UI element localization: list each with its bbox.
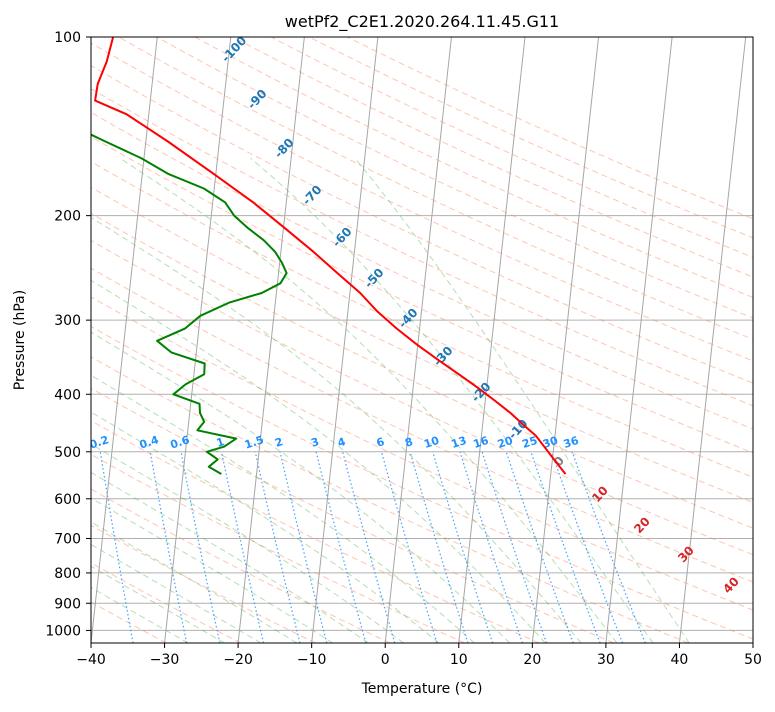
isotherm-label: 30 <box>675 543 697 565</box>
dry-adiabat <box>119 37 775 643</box>
y-tick-label: 400 <box>54 387 81 403</box>
moist-adiabat <box>0 158 545 643</box>
isotherm-label: 20 <box>631 514 653 536</box>
isotherm <box>753 37 775 643</box>
isotherm <box>312 37 378 643</box>
isotherm-label: -100 <box>219 34 250 66</box>
y-tick-label: 100 <box>54 30 81 46</box>
mixing-ratio-label: 30 <box>541 434 560 451</box>
moist-adiabat <box>0 158 261 643</box>
x-tick-label: 10 <box>450 652 468 668</box>
x-tick-label: 20 <box>523 652 541 668</box>
x-tick-label: −20 <box>223 652 253 668</box>
x-tick-label: −10 <box>297 652 327 668</box>
plot-frame <box>91 37 753 643</box>
plot-area: -100-90-80-70-60-50-40-30-20-10010203040… <box>0 34 775 643</box>
mixing-ratio-line <box>150 452 186 643</box>
y-tick-label: 300 <box>54 313 81 329</box>
mixing-ratio-label: 1.5 <box>243 433 266 451</box>
mixing-ratio-label: 0.6 <box>169 433 192 451</box>
y-axis-label: Pressure (hPa) <box>12 290 28 390</box>
y-tick-label: 800 <box>54 566 81 582</box>
mixing-ratio-line <box>343 452 395 643</box>
mixing-ratio-label: 6 <box>375 435 387 450</box>
mixing-ratio-line <box>410 452 468 643</box>
mixing-ratio-label: 8 <box>403 435 414 450</box>
mixing-ratio-label: 36 <box>562 434 581 451</box>
x-tick-label: 30 <box>597 652 615 668</box>
moist-adiabat <box>0 158 188 643</box>
chart-title: wetPf2_C2E1.2020.264.11.45.G11 <box>285 12 559 32</box>
mixing-ratio-line <box>255 452 300 643</box>
dry-adiabat <box>0 37 241 643</box>
isotherm <box>606 37 672 643</box>
dry-adiabat <box>0 37 775 643</box>
isotherm-label: -40 <box>396 306 421 331</box>
dry-adiabat <box>271 37 775 643</box>
dry-adiabat <box>0 37 390 643</box>
dry-adiabat <box>0 37 775 643</box>
dry-adiabat <box>0 37 775 643</box>
dry-adiabat <box>4 37 775 643</box>
isotherm <box>0 37 10 643</box>
dry-adiabat <box>0 37 775 643</box>
y-tick-label: 500 <box>54 445 81 461</box>
mixing-ratio-label: 4 <box>336 435 348 450</box>
moist-adiabat <box>120 158 617 643</box>
mixing-ratio-line <box>531 452 600 643</box>
y-tick-label: 900 <box>54 596 81 612</box>
mixing-ratio-line <box>482 452 546 643</box>
x-axis-label: Temperature (°C) <box>361 681 483 697</box>
mixing-ratio-label: 3 <box>309 435 320 450</box>
mixing-ratio-line <box>222 452 264 643</box>
y-tick-label: 700 <box>54 532 81 548</box>
mixing-ratio-label: 10 <box>422 434 441 451</box>
x-tick-label: 0 <box>381 652 390 668</box>
mixing-ratio-line <box>506 452 573 643</box>
isotherm-label: -60 <box>330 225 355 250</box>
mixing-ratio-line <box>100 452 133 643</box>
x-tick-label: −30 <box>150 652 180 668</box>
y-tick-label: 200 <box>54 209 81 225</box>
temperature-profile <box>95 37 565 474</box>
x-tick-label: 40 <box>671 652 689 668</box>
dry-adiabat <box>0 37 775 643</box>
moist-adiabat <box>355 158 689 643</box>
y-tick-label: 1000 <box>45 623 81 639</box>
dry-adiabat <box>0 37 775 643</box>
isotherm-label: 40 <box>720 574 742 596</box>
mixing-ratio-line <box>382 452 437 643</box>
dry-adiabat <box>0 37 775 643</box>
dry-adiabat <box>81 37 775 643</box>
isotherm-label: -50 <box>362 266 387 291</box>
x-tick-label: 50 <box>744 652 762 668</box>
mixing-ratio-line <box>551 452 622 643</box>
mixing-ratio-label: 0.4 <box>138 433 161 451</box>
isotherm-label: 10 <box>589 483 611 505</box>
dry-adiabat <box>0 37 614 643</box>
x-tick-label: −40 <box>76 652 106 668</box>
y-tick-label: 600 <box>54 492 81 508</box>
isotherm <box>385 37 451 643</box>
dry-adiabat <box>0 37 775 643</box>
mixing-ratio-label: 13 <box>450 434 469 451</box>
